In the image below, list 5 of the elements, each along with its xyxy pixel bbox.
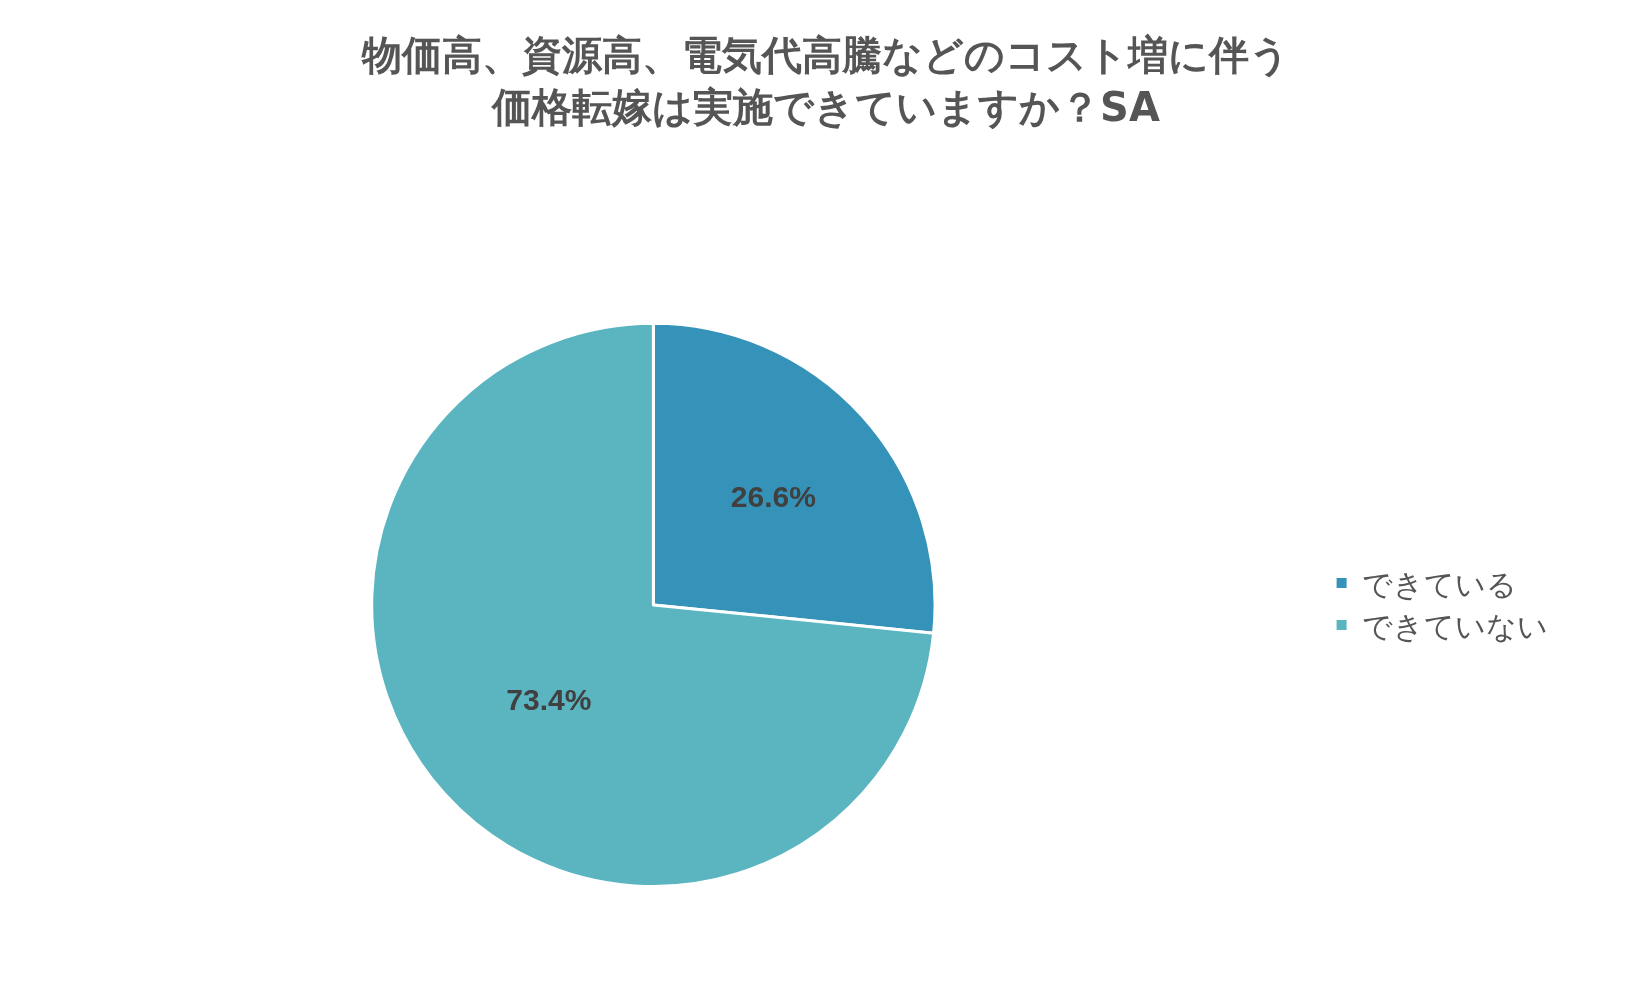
legend-label: できている bbox=[1361, 566, 1517, 602]
chart-title: 物価高、資源高、電気代高騰などのコスト増に伴う価格転嫁は実施できていますか？SA bbox=[361, 32, 1290, 131]
data-label: 73.4% bbox=[506, 682, 592, 716]
legend-label: できていない bbox=[1361, 608, 1548, 644]
data-label: 26.6% bbox=[730, 479, 816, 513]
